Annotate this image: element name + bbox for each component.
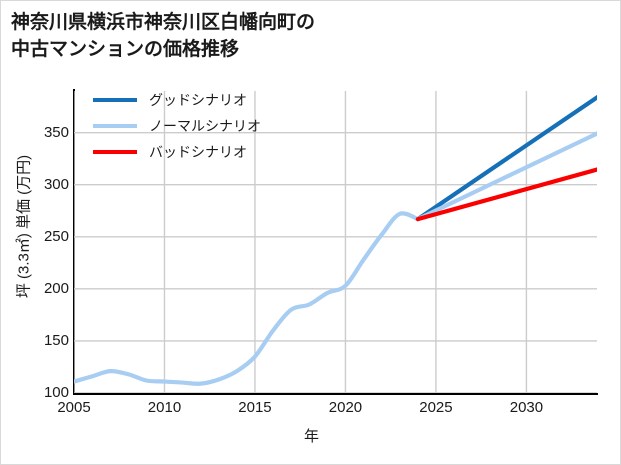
- series-line-normal-history: [74, 211, 420, 386]
- legend-item[interactable]: グッドシナリオ: [93, 91, 261, 109]
- series-line-good: [415, 94, 597, 222]
- y-axis-label: 坪 (3.3㎡) 単価 (万円): [15, 154, 33, 299]
- series-line-bad: [415, 167, 597, 222]
- x-axis-tick-label: 2025: [419, 399, 453, 416]
- x-axis-tick-label: 2005: [57, 399, 91, 416]
- legend-label: バッドシナリオ: [149, 144, 247, 160]
- x-axis-label: 年: [303, 428, 319, 445]
- legend-label: グッドシナリオ: [149, 92, 247, 108]
- legend-color-swatch: [93, 124, 137, 128]
- x-axis-tick-label: 2020: [328, 399, 363, 416]
- legend-item[interactable]: バッドシナリオ: [93, 143, 261, 161]
- y-axis-tick-label: 350: [43, 123, 69, 141]
- chart-legend: グッドシナリオ ノーマルシナリオ バッドシナリオ: [93, 91, 261, 161]
- x-axis-line: [73, 393, 598, 395]
- y-axis-tick-label: 250: [43, 227, 69, 245]
- chart-title: 神奈川県横浜市神奈川区白幡向町の 中古マンションの価格推移: [11, 12, 316, 60]
- legend-color-swatch: [93, 98, 137, 102]
- legend-item[interactable]: ノーマルシナリオ: [93, 117, 261, 135]
- y-axis-tick-label: 300: [43, 175, 69, 193]
- y-axis-tick-group: 100 150 200 250 300 350: [1, 1, 69, 464]
- series-line-normal-forecast: [415, 131, 597, 222]
- x-axis-tick-label: 2015: [238, 399, 272, 416]
- plot-svg: [74, 91, 597, 393]
- x-axis-tick-label: 2030: [509, 399, 544, 416]
- legend-color-swatch: [93, 150, 137, 154]
- y-axis-tick-label: 150: [43, 331, 69, 349]
- legend-label: ノーマルシナリオ: [149, 118, 261, 134]
- y-axis-tick-label: 100: [43, 384, 69, 401]
- plot-area: [74, 91, 597, 393]
- y-axis-tick-label: 200: [43, 279, 69, 297]
- x-axis-tick-label: 2010: [147, 399, 182, 416]
